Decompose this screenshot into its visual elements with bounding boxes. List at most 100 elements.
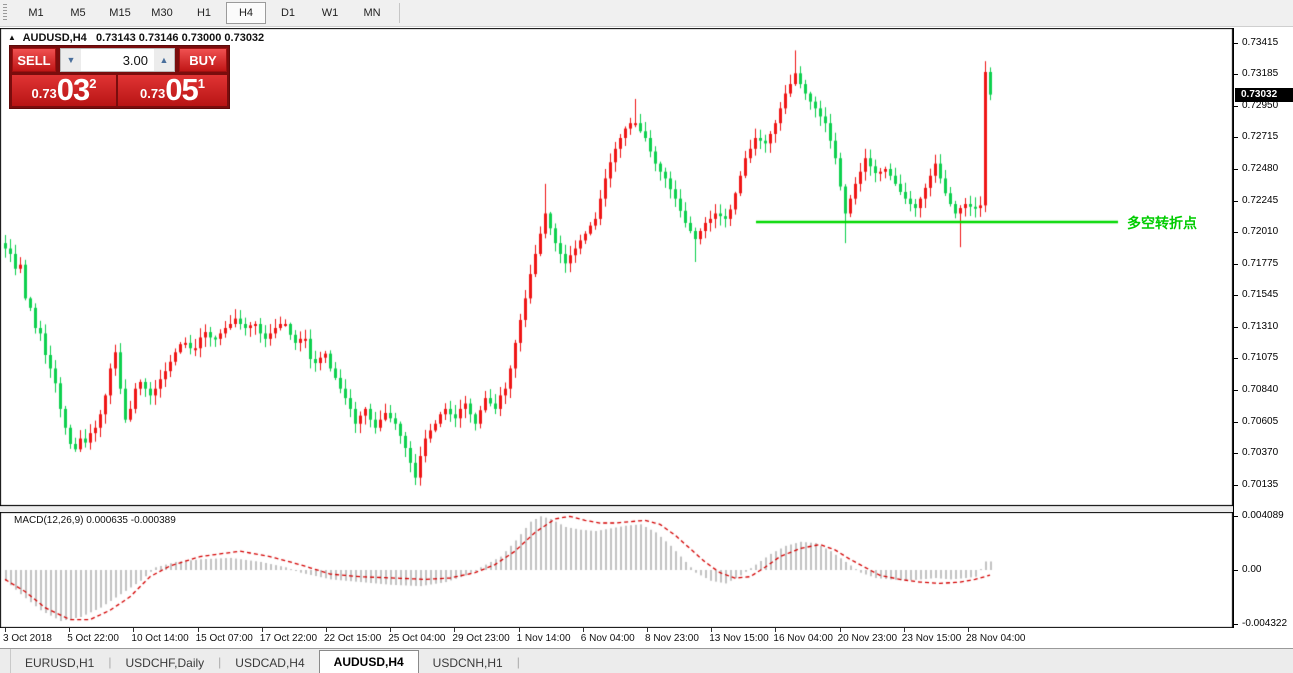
chart-tab-eurusd[interactable]: EURUSD,H1 xyxy=(25,656,95,670)
price-tick-label: 0.70605 xyxy=(1242,415,1279,427)
support-line-annotation[interactable]: 多空转折点 xyxy=(1127,214,1197,231)
macd-tick-label: 0.004089 xyxy=(1242,510,1284,521)
timeframe-button-mn[interactable]: MN xyxy=(363,7,381,19)
macd-indicator-canvas[interactable] xyxy=(0,512,1233,628)
buy-button[interactable]: BUY xyxy=(179,48,227,72)
time-tick-mark xyxy=(839,628,841,632)
price-tick-label: 0.70840 xyxy=(1242,384,1279,396)
volume-decrease-button[interactable]: ▼ xyxy=(61,49,81,71)
buy-price-point: 1 xyxy=(197,76,206,91)
current-price-badge: 0.73032 xyxy=(1235,87,1293,102)
buy-price-base: 0.73 xyxy=(139,86,166,101)
tabbar-lead xyxy=(0,649,11,673)
chart-tab-usdchf[interactable]: USDCHF,Daily xyxy=(125,656,205,670)
price-tick-mark xyxy=(1234,326,1238,328)
timeframe-button-h1[interactable]: H1 xyxy=(196,7,212,19)
chart-tab-audusd[interactable]: AUDUSD,H4 xyxy=(318,650,419,673)
buy-price-button[interactable]: 0.73 05 1 xyxy=(118,72,227,107)
price-tick-label: 0.71545 xyxy=(1242,289,1279,301)
price-tick-mark xyxy=(1234,232,1238,234)
sell-price-button[interactable]: 0.73 03 2 xyxy=(12,74,116,106)
time-tick-mark xyxy=(775,628,777,632)
time-tick-mark xyxy=(903,628,905,632)
tab-separator: | xyxy=(108,654,112,669)
price-tick-mark xyxy=(1234,295,1238,297)
price-tick-mark xyxy=(1234,390,1238,392)
time-tick-mark xyxy=(968,628,969,632)
time-tick-mark xyxy=(133,628,135,632)
tab-separator: | xyxy=(218,654,222,669)
time-tick-mark xyxy=(390,628,392,632)
time-tick-label: 20 Nov 23:00 xyxy=(837,633,898,644)
price-tick-label: 0.72715 xyxy=(1242,131,1279,143)
timeframe-toolbar: M1 M5 M15 M30 H1 H4 D1 W1 MN xyxy=(0,0,1293,27)
macd-tick-mark xyxy=(1234,516,1238,517)
sell-price-base: 0.73 xyxy=(31,86,57,101)
price-tick-mark xyxy=(1234,485,1238,487)
price-tick-mark xyxy=(1234,421,1238,423)
buy-price-pips: 05 xyxy=(165,72,198,107)
chart-tab-usdcad[interactable]: USDCAD,H4 xyxy=(235,656,305,670)
price-tick-mark xyxy=(1234,73,1238,75)
chart-title: ▲ AUDUSD,H4 0.73143 0.73146 0.73000 0.73… xyxy=(8,32,264,44)
time-tick-label: 8 Nov 23:00 xyxy=(645,633,699,644)
time-axis[interactable]: 3 Oct 2018 5 Oct 22:00 10 Oct 14:00 15 Oct … xyxy=(0,628,1293,648)
price-tick-mark xyxy=(1234,358,1238,360)
sell-price-point: 2 xyxy=(89,76,97,91)
time-tick-mark xyxy=(261,628,263,632)
toolbar-grip-icon[interactable] xyxy=(3,4,7,22)
volume-increase-button[interactable]: ▲ xyxy=(154,49,174,71)
one-click-trade-panel: SELL ▼ ▲ BUY 0.73 03 2 0.73 05 1 xyxy=(10,46,229,108)
timeframe-button-m15[interactable]: M15 xyxy=(109,7,131,19)
timeframe-button-m5[interactable]: M5 xyxy=(70,7,86,19)
chart-tabbar: EURUSD,H1 | USDCHF,Daily | USDCAD,H4 AUDUSD,H… xyxy=(0,648,1293,673)
time-tick-label: 10 Oct 14:00 xyxy=(131,633,189,644)
timeframe-button-m1[interactable]: M1 xyxy=(28,7,44,19)
macd-tick-label: 0.00 xyxy=(1242,564,1262,575)
time-tick-mark xyxy=(326,628,327,632)
price-tick-label: 0.71775 xyxy=(1242,258,1279,270)
time-tick-label: 3 Oct 2018 xyxy=(3,633,52,644)
macd-tick-label: -0.004322 xyxy=(1242,618,1288,629)
price-tick-mark xyxy=(1234,137,1238,139)
price-tick-mark xyxy=(1234,43,1238,44)
time-tick-label: 25 Oct 04:00 xyxy=(388,633,446,644)
timeframe-button-h4[interactable]: H4 xyxy=(226,2,266,24)
tab-separator: | xyxy=(516,654,520,669)
time-tick-label: 6 Nov 04:00 xyxy=(580,633,635,644)
time-tick-label: 23 Nov 15:00 xyxy=(901,633,962,644)
price-tick-label: 0.72010 xyxy=(1242,226,1279,238)
chart-tab-usdcnh[interactable]: USDCNH,H1 xyxy=(432,656,503,670)
price-tick-label: 0.72950 xyxy=(1242,99,1279,111)
timeframe-button-w1[interactable]: W1 xyxy=(321,7,339,19)
time-tick-mark xyxy=(711,628,713,632)
price-tick-label: 0.71075 xyxy=(1242,352,1279,364)
price-axis[interactable]: 0.73415 0.73185 0.72950 0.72715 0.72480 0.722… xyxy=(1233,28,1293,629)
time-tick-label: 28 Nov 04:00 xyxy=(966,633,1026,644)
toolbar-separator xyxy=(399,3,400,23)
price-tick-mark xyxy=(1234,453,1238,455)
macd-tick-mark xyxy=(1234,624,1238,625)
time-tick-mark xyxy=(454,628,456,632)
time-tick-mark xyxy=(582,628,584,632)
time-tick-mark xyxy=(197,628,199,632)
time-tick-label: 29 Oct 23:00 xyxy=(452,633,510,644)
timeframe-buttons: M1 M5 M15 M30 H1 H4 D1 W1 MN xyxy=(15,2,393,24)
time-tick-mark xyxy=(647,628,648,632)
timeframe-button-m30[interactable]: M30 xyxy=(151,7,173,19)
price-tick-label: 0.72245 xyxy=(1242,194,1279,206)
price-tick-mark xyxy=(1234,264,1238,266)
time-tick-label: 13 Nov 15:00 xyxy=(709,633,769,644)
timeframe-button-d1[interactable]: D1 xyxy=(280,7,296,19)
volume-input[interactable] xyxy=(81,49,154,71)
time-tick-label: 22 Oct 15:00 xyxy=(324,633,382,644)
price-tick-label: 0.73185 xyxy=(1242,67,1279,79)
symbol-period-label: AUDUSD,H4 xyxy=(22,32,87,44)
macd-indicator-label: MACD(12,26,9) 0.000635 -0.000389 xyxy=(14,515,176,526)
price-tick-label: 0.71310 xyxy=(1242,320,1279,332)
sell-button[interactable]: SELL xyxy=(12,48,56,72)
expand-arrow-icon[interactable]: ▲ xyxy=(8,33,16,42)
time-tick-label: 16 Nov 04:00 xyxy=(773,633,833,644)
time-tick-mark xyxy=(518,628,520,632)
price-tick-label: 0.70135 xyxy=(1242,479,1279,491)
